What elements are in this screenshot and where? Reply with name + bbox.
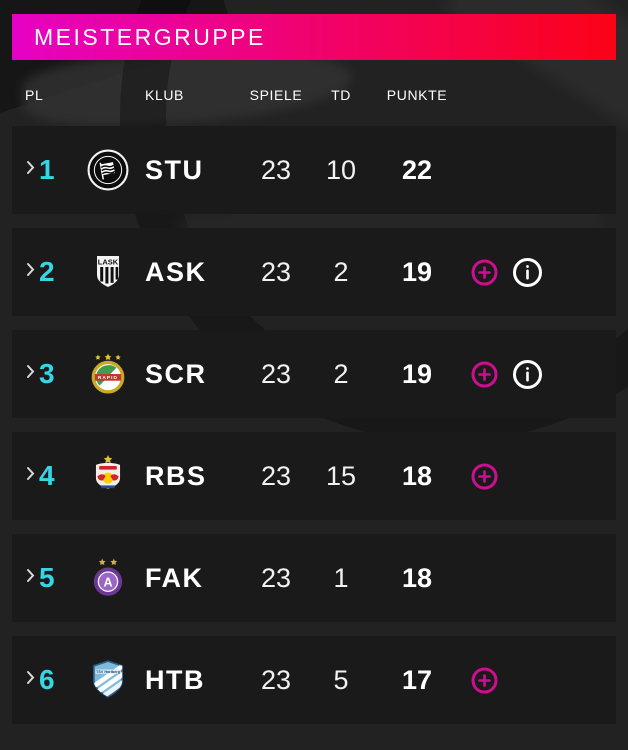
td-value: 10	[325, 154, 357, 185]
lask-crest-icon: LASK	[96, 256, 119, 287]
rank-number: 5	[39, 562, 55, 593]
td-value: 2	[333, 358, 349, 389]
chevron-right-icon	[27, 568, 35, 582]
chevron-right-icon	[27, 670, 35, 684]
table-row-rbs[interactable]: 4 RBS 23 15 18	[12, 432, 616, 520]
punkte-value: 19	[401, 256, 433, 287]
plus-circle-icon	[471, 463, 498, 489]
table-row-scr[interactable]: 3 RAPID SCR 2	[12, 330, 616, 418]
club-code: FAK	[145, 562, 204, 593]
col-punkte: PUNKTE	[386, 87, 448, 103]
info-circle-icon	[513, 359, 542, 389]
rank-number: 4	[39, 460, 55, 491]
add-to-favorites-button[interactable]	[471, 259, 498, 286]
sk-rapid-wien-crest-icon: RAPID	[91, 353, 124, 394]
plus-circle-icon	[471, 667, 498, 693]
svg-text:LASK: LASK	[97, 258, 118, 267]
punkte-value: 22	[401, 154, 433, 185]
rank-number: 1	[39, 154, 55, 185]
table-row-stu[interactable]: 1 STU 23	[12, 126, 616, 214]
table-row-fak[interactable]: 5 A FAK 23 1 18	[12, 534, 616, 622]
add-to-favorites-button[interactable]	[471, 667, 498, 694]
spiele-value: 23	[260, 562, 292, 593]
chevron-right-icon	[27, 466, 35, 480]
plus-circle-icon	[471, 259, 498, 285]
section-title: MEISTERGRUPPE	[34, 23, 266, 50]
club-code: RBS	[145, 460, 207, 491]
table-row-ask[interactable]: 2 LASK ASK 23 2	[12, 228, 616, 316]
svg-text:TSV Hartberg: TSV Hartberg	[95, 670, 120, 674]
table-row-htb[interactable]: 6 TSV Hartberg HTB	[12, 636, 616, 724]
chevron-right-icon	[27, 262, 35, 276]
section-header: MEISTERGRUPPE	[12, 14, 616, 60]
rank-number: 3	[39, 358, 55, 389]
club-code: ASK	[145, 256, 207, 287]
col-klub: KLUB	[145, 87, 184, 103]
spiele-value: 23	[260, 256, 292, 287]
td-value: 15	[325, 460, 357, 491]
rank-number: 6	[39, 664, 55, 695]
add-to-favorites-button[interactable]	[471, 463, 498, 490]
chevron-right-icon	[27, 160, 35, 174]
info-circle-icon	[513, 257, 542, 287]
add-to-favorites-button[interactable]	[471, 361, 498, 388]
td-value: 1	[333, 562, 349, 593]
spiele-value: 23	[260, 664, 292, 695]
fk-austria-wien-crest-icon: A	[93, 558, 122, 596]
spiele-value: 23	[260, 154, 292, 185]
punkte-value: 17	[401, 664, 433, 695]
info-button[interactable]	[512, 257, 543, 288]
td-value: 5	[333, 664, 349, 695]
club-code: SCR	[145, 358, 207, 389]
info-button[interactable]	[512, 359, 543, 390]
punkte-value: 18	[401, 562, 433, 593]
spiele-value: 23	[260, 460, 292, 491]
red-bull-salzburg-crest-icon	[95, 455, 120, 489]
col-pl: PL	[25, 87, 44, 103]
sk-sturm-graz-crest-icon	[87, 149, 128, 191]
svg-text:RAPID: RAPID	[97, 375, 117, 381]
table-header-row: PL KLUB SPIELE TD PUNKTE	[12, 86, 616, 104]
td-value: 2	[333, 256, 349, 287]
chevron-right-icon	[27, 364, 35, 378]
svg-text:A: A	[103, 575, 112, 589]
punkte-value: 19	[401, 358, 433, 389]
spiele-value: 23	[260, 358, 292, 389]
table-body: 1 STU 23	[12, 126, 616, 724]
rank-number: 2	[39, 256, 55, 287]
plus-circle-icon	[471, 361, 498, 387]
col-td: TD	[331, 87, 351, 103]
club-code: STU	[145, 154, 204, 185]
col-spiele: SPIELE	[249, 87, 303, 103]
punkte-value: 18	[401, 460, 433, 491]
tsv-hartberg-crest-icon: TSV Hartberg	[92, 660, 123, 698]
club-code: HTB	[145, 664, 205, 695]
